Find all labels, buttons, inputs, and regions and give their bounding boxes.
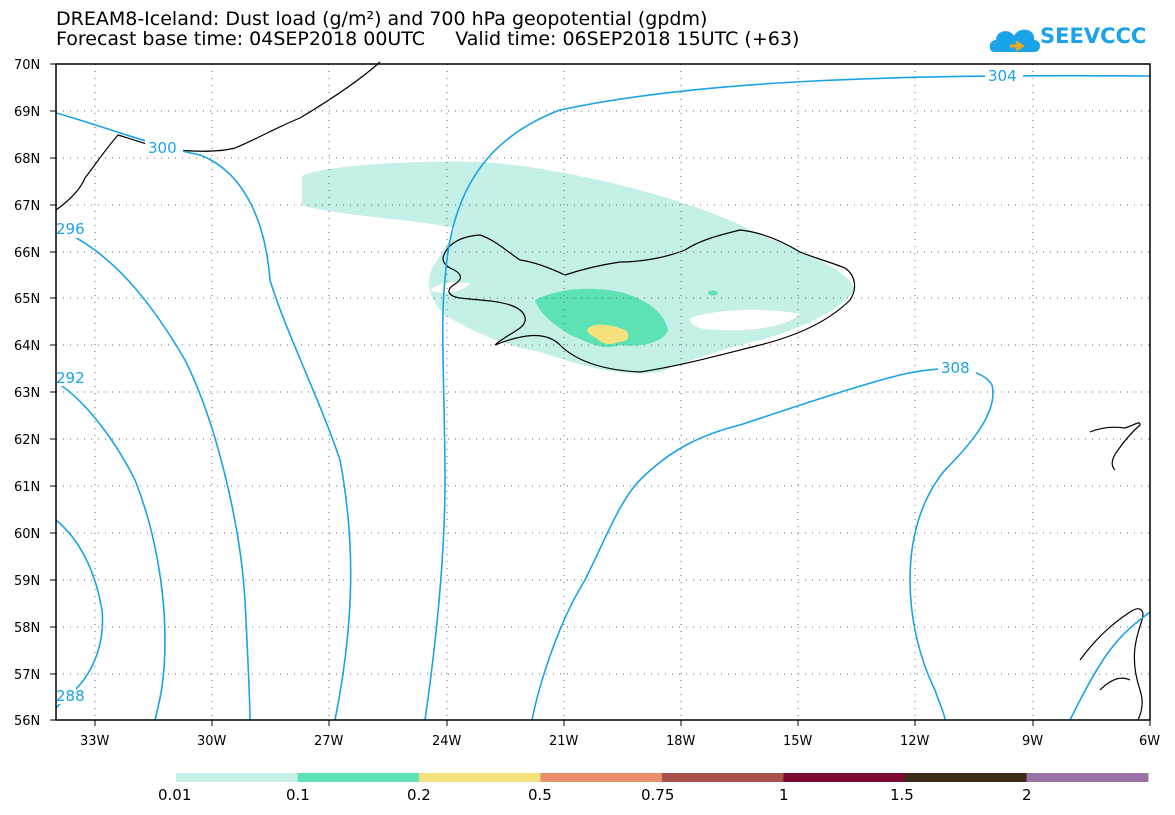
contour-292 [55,381,166,721]
lat-label: 60N [14,527,40,542]
dust-area-01 [535,288,668,348]
lat-label: 68N [14,152,40,167]
colorbar-swatch [176,773,298,782]
contour-304 [424,74,1151,721]
lat-labels: 70N 69N 68N 67N 66N 65N 64N 63N 62N 61N … [14,58,40,729]
contour-288 [55,519,104,709]
lon-label: 12W [900,734,930,749]
colorbar-label: 1 [779,786,789,804]
colorbar-swatch [540,773,663,782]
colorbar-swatch [297,773,420,782]
logo-text: SEEVCCC [1040,24,1147,48]
lat-label: 65N [14,292,40,307]
lat-label: 69N [14,105,40,120]
colorbar-swatch [419,773,541,782]
colorbar-swatch [905,773,1027,782]
lat-label: 70N [14,58,40,73]
contour-312 [1069,611,1151,721]
lon-label: 6W [1139,734,1160,749]
lat-label: 64N [14,339,40,354]
lat-label: 62N [14,433,40,448]
lon-label: 15W [783,734,813,749]
colorbar-label: 1.5 [890,786,914,804]
tick-marks [50,63,1151,726]
lat-label: 57N [14,668,40,683]
colorbar-swatch [1026,773,1149,782]
lon-label: 24W [432,734,462,749]
contour-label-292: 292 [56,369,85,387]
colorbar-label: 0.01 [158,786,191,804]
lon-label: 27W [314,734,344,749]
colorbar-labels: 0.01 0.1 0.2 0.5 0.75 1 1.5 2 [158,786,1032,804]
lon-label: 33W [80,734,110,749]
colorbar-label: 0.75 [641,786,674,804]
lon-label: 9W [1022,734,1043,749]
dust-spot [708,290,718,296]
colorbar-label: 0.5 [528,786,552,804]
contour-296 [55,227,251,721]
lat-label: 59N [14,574,40,589]
map-subtitle: Forecast base time: 04SEP2018 00UTC Vali… [56,28,800,50]
contour-label-296: 296 [56,220,85,238]
gridlines [56,64,1150,720]
lat-label: 63N [14,386,40,401]
map-title: DREAM8-Iceland: Dust load (g/m²) and 700… [56,8,708,30]
lon-label: 21W [549,734,579,749]
coastline [55,61,1144,721]
contour-308 [531,368,994,721]
lon-label: 18W [666,734,696,749]
dust-gap-east [689,309,800,331]
lat-label: 61N [14,480,40,495]
lon-label: 30W [197,734,227,749]
colorbar-label: 0.2 [407,786,431,804]
contour-label-308: 308 [941,359,970,377]
contour-label-304: 304 [988,67,1017,85]
cloud-logo-icon [989,29,1040,52]
colorbar-swatch [662,773,784,782]
colorbar-label: 2 [1022,786,1032,804]
contour-label-288: 288 [56,687,85,705]
colorbar [176,773,1149,782]
lat-label: 58N [14,621,40,636]
lon-labels: 33W 30W 27W 24W 21W 18W 15W 12W 9W 6W [80,734,1160,749]
lat-label: 66N [14,246,40,261]
colorbar-swatch [783,773,906,782]
lat-label: 67N [14,199,40,214]
colorbar-label: 0.1 [286,786,310,804]
dust-area-02 [587,324,629,345]
geopotential-contours [55,74,1151,721]
lat-label: 56N [14,714,40,729]
contour-label-300: 300 [148,139,177,157]
